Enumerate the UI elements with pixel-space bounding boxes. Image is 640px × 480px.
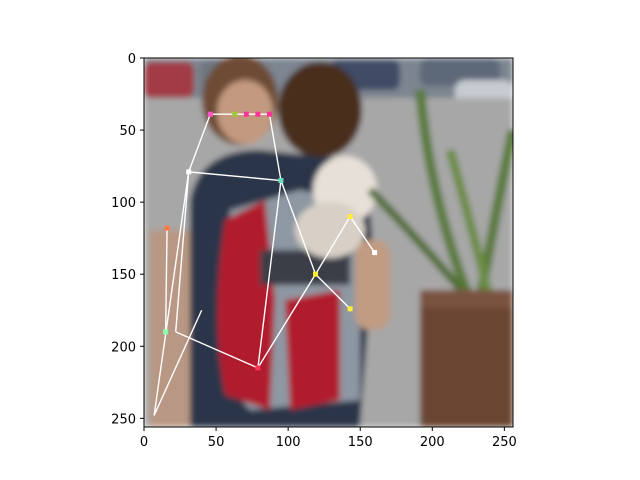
keypoint-eye-dot-4 bbox=[255, 111, 261, 117]
x-tick-label-150: 150 bbox=[348, 435, 373, 450]
keypoint-left-mid bbox=[164, 225, 170, 231]
y-tick-label-250: 250 bbox=[111, 412, 136, 427]
keypoint-left-hip bbox=[163, 329, 169, 335]
skeleton-edge-2 bbox=[268, 114, 282, 181]
skeleton-edge-12 bbox=[315, 273, 351, 310]
y-tick-label-200: 200 bbox=[111, 340, 136, 355]
keypoint-eye-dot-3 bbox=[243, 111, 249, 117]
skeleton-edge-1 bbox=[188, 113, 211, 173]
x-tick-label-250: 250 bbox=[492, 435, 517, 450]
x-tick-label-200: 200 bbox=[420, 435, 445, 450]
skeleton-edge-11 bbox=[349, 216, 376, 253]
y-tick-label-50: 50 bbox=[119, 124, 136, 139]
keypoint-shoulder-left bbox=[186, 169, 192, 175]
keypoint-shoulder-right bbox=[278, 178, 284, 184]
skeleton-edge-10 bbox=[314, 216, 351, 275]
pose-overlay bbox=[153, 111, 378, 416]
y-tick-label-100: 100 bbox=[111, 196, 136, 211]
keypoint-hip-center bbox=[255, 365, 261, 371]
keypoint-elbow-right bbox=[347, 214, 353, 220]
skeleton-edge-4 bbox=[175, 171, 190, 332]
axes-frame bbox=[143, 57, 514, 428]
keypoint-eye-dot-5 bbox=[266, 111, 272, 117]
x-tick-label-100: 100 bbox=[276, 435, 301, 450]
keypoint-center-chest bbox=[313, 271, 319, 277]
skeleton-edge-7 bbox=[257, 180, 282, 368]
x-tick-label-50: 50 bbox=[208, 435, 225, 450]
keypoint-wrist-right bbox=[347, 306, 353, 312]
photo-background bbox=[144, 58, 513, 427]
y-tick-label-150: 150 bbox=[111, 268, 136, 283]
skeleton-edge-9 bbox=[257, 273, 317, 369]
keypoint-hand-right bbox=[372, 250, 378, 256]
x-tick-label-0: 0 bbox=[140, 435, 148, 450]
skeleton-edge-14 bbox=[153, 309, 203, 416]
skeleton-edge-13 bbox=[153, 171, 190, 416]
skeleton-edge-5 bbox=[164, 228, 168, 332]
skeleton-edge-3 bbox=[188, 171, 281, 182]
x-axis: 0 50 100 150 200 250 bbox=[140, 427, 517, 450]
y-axis: 0 50 100 150 200 250 bbox=[111, 52, 144, 427]
skeleton-edge-8 bbox=[280, 180, 317, 275]
keypoint-eye-dot-1 bbox=[207, 111, 213, 117]
keypoint-eye-dot-2 bbox=[232, 111, 238, 117]
y-tick-label-0: 0 bbox=[128, 52, 136, 67]
